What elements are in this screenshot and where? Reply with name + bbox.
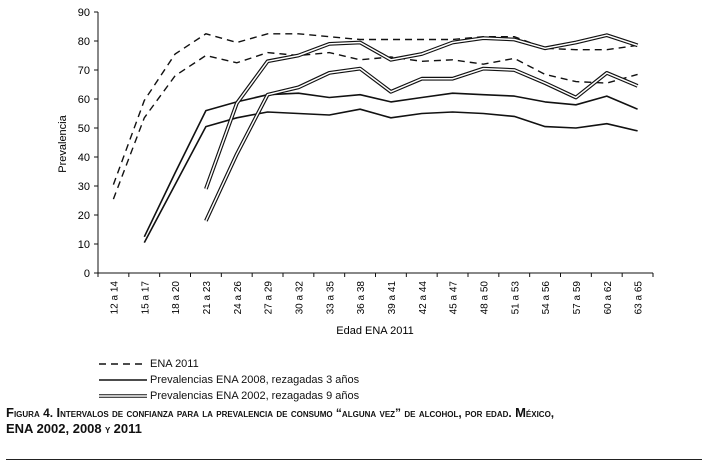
caption-line-1: Figura 4. Intervalos de confianza para l… <box>6 405 555 420</box>
x-tick-label: 63 a 65 <box>634 281 645 315</box>
x-tick-label: 39 a 41 <box>387 281 398 315</box>
y-tick-label: 40 <box>78 152 90 164</box>
x-tick-label: 51 a 53 <box>510 281 521 315</box>
y-tick-label: 90 <box>78 7 90 19</box>
line-chart: 0 10 20 30 40 50 60 70 80 90 12 a 14 15 a 17 18 a 20… <box>57 7 654 337</box>
series-2-line-upper <box>143 92 638 238</box>
series-3-line-upper-inner <box>205 34 638 190</box>
x-tick-label: 45 a 47 <box>449 281 460 315</box>
bottom-rule <box>6 459 702 460</box>
series-3-line-lower <box>204 66 639 222</box>
y-tick-label: 10 <box>78 239 90 251</box>
legend-label: ENA 2011 <box>150 358 199 370</box>
y-tick-label: 30 <box>78 181 90 193</box>
legend-swatch-dashed <box>99 363 147 365</box>
caption-line-2: ENA 2002, 2008 y 2011 <box>6 421 142 436</box>
series-layer <box>112 33 639 243</box>
legend-swatch-double <box>99 394 147 398</box>
series-1-line-lower <box>112 51 638 200</box>
legend-swatch-solid <box>99 379 147 381</box>
x-axis-label: Edad ENA 2011 <box>336 325 413 337</box>
y-tick-label: 50 <box>78 123 90 135</box>
y-axis-label: Prevalencia <box>57 114 69 172</box>
series-1-line-upper <box>112 33 638 185</box>
x-tick-label: 15 a 17 <box>140 281 151 315</box>
y-tick-label: 80 <box>78 36 90 48</box>
x-tick-label: 42 a 44 <box>418 281 429 315</box>
x-tick-label: 36 a 38 <box>356 281 367 315</box>
series-3-line-lower-inner <box>205 67 638 222</box>
x-tick-label: 48 a 50 <box>479 281 490 315</box>
x-tick-label: 54 a 56 <box>541 281 552 315</box>
x-tick-label: 33 a 35 <box>325 281 336 315</box>
x-tick-label: 21 a 23 <box>202 281 213 315</box>
legend-label: Prevalencias ENA 2002, rezagadas 9 años <box>150 390 360 402</box>
figure-caption: Figura 4. Intervalos de confianza para l… <box>6 405 702 437</box>
y-tick-label: 60 <box>78 94 90 106</box>
axes: 0 10 20 30 40 50 60 70 80 90 12 a 14 15 a 17 18 a 20… <box>78 7 654 315</box>
x-tick-label: 57 a 59 <box>572 281 583 315</box>
x-tick-label: 24 a 26 <box>233 281 244 315</box>
legend-label: Prevalencias ENA 2008, rezagadas 3 años <box>150 374 360 386</box>
y-tick-label: 0 <box>84 268 90 280</box>
x-tick-label: 27 a 29 <box>264 281 275 315</box>
y-tick-label: 70 <box>78 65 90 77</box>
y-tick-label: 20 <box>78 210 90 222</box>
x-tick-label: 30 a 32 <box>294 281 305 315</box>
x-tick-label: 12 a 14 <box>109 281 120 315</box>
series-2-line-lower <box>143 108 638 243</box>
x-tick-label: 18 a 20 <box>171 281 182 315</box>
x-tick-label: 60 a 62 <box>603 281 614 315</box>
